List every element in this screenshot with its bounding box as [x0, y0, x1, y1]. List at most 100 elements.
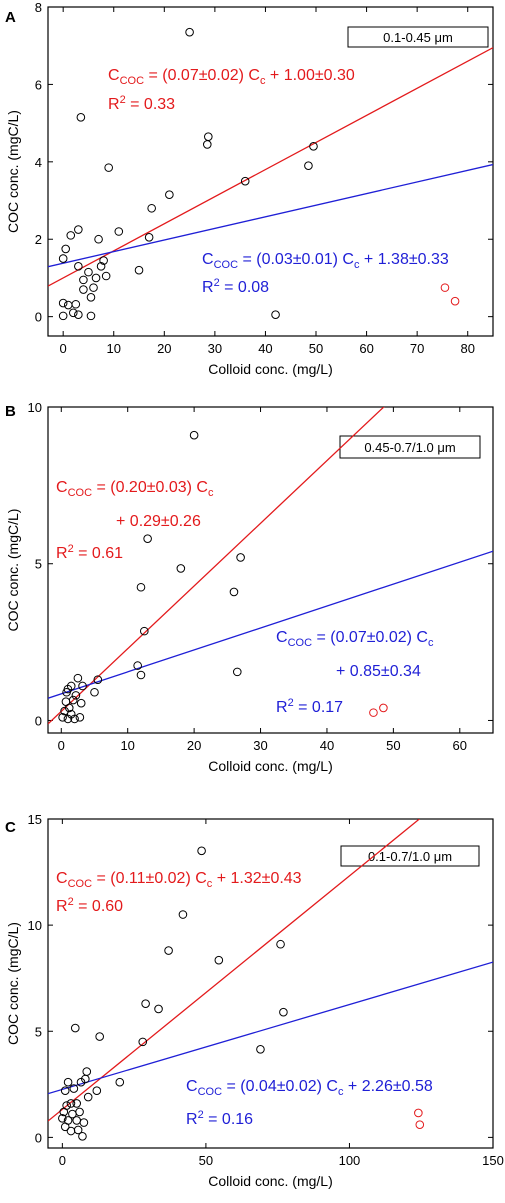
chart-panel-a: A 0 10 20 30 40 50 60 70 80 0 2 4 6 8 Colloid conc. (mg…: [5, 0, 494, 377]
data-point: [66, 1126, 76, 1136]
data-point: [58, 254, 68, 263]
y-tick-label: 2: [35, 232, 42, 247]
data-point: [74, 225, 83, 234]
r2-blue: R2 = 0.16: [186, 1109, 253, 1128]
data-point: [79, 285, 88, 294]
fit-line-blue: [48, 961, 493, 1095]
data-point: [66, 681, 76, 691]
data-point: [279, 1007, 288, 1017]
x-tick-label: 60: [453, 738, 467, 753]
data-point: [64, 703, 74, 713]
fit-line-blue: [48, 550, 493, 699]
y-tick-label: 10: [28, 918, 42, 933]
data-point: [95, 1032, 104, 1041]
y-axis-label: COC conc. (mgC/L): [5, 509, 21, 632]
equation-blue-line2: + 0.85±0.34: [336, 663, 421, 680]
eq-tail: + 2.26±0.58: [343, 1078, 432, 1095]
data-point: [61, 244, 70, 254]
data-point-outlier: [415, 1120, 425, 1129]
equation-red: CCOC = (0.07±0.02) Cc + 1.00±0.30: [108, 67, 355, 87]
x-tick-label: 40: [258, 341, 272, 356]
y-tick-label: 5: [35, 1024, 42, 1039]
equation-blue: CCOC = (0.03±0.01) Cc + 1.38±0.33: [202, 251, 449, 271]
data-point: [165, 190, 174, 200]
data-point: [78, 681, 87, 691]
x-tick-label: 60: [359, 341, 373, 356]
fit-line-red: [48, 819, 420, 1122]
data-point: [72, 1116, 82, 1125]
y-tick-label: 10: [28, 400, 42, 415]
plot-frame: [47, 6, 494, 337]
x-tick-label: 0: [58, 738, 65, 753]
eq-sub-coc: COC: [198, 1086, 223, 1098]
data-point: [68, 695, 78, 705]
data-point: [79, 275, 88, 285]
r2-r: R: [276, 699, 288, 716]
data-point: [66, 1099, 76, 1108]
x-tick-label: 50: [309, 341, 323, 356]
eq-c: C: [202, 251, 214, 268]
data-point: [99, 256, 108, 265]
x-tick-label: 0: [60, 341, 67, 356]
data-point: [96, 262, 106, 271]
data-point: [101, 271, 111, 281]
data-point: [214, 955, 224, 965]
data-point: [232, 667, 242, 677]
r2-red: R2 = 0.61: [56, 543, 123, 562]
data-point: [134, 265, 144, 275]
eq-sub-c: c: [207, 878, 213, 890]
y-tick-label: 0: [35, 310, 42, 325]
data-point: [94, 234, 103, 244]
data-point: [140, 626, 149, 636]
r2-sup: 2: [68, 543, 74, 555]
data-point: [75, 713, 85, 722]
eq-c: C: [56, 870, 68, 887]
equation-red: CCOC = (0.11±0.02) Cc + 1.32±0.43: [56, 870, 302, 890]
eq-body: = (0.07±0.02) C: [144, 67, 260, 84]
data-point: [63, 300, 73, 310]
plot-frame: [47, 406, 494, 734]
r2-value: = 0.33: [126, 96, 175, 113]
r2-value: = 0.17: [294, 699, 343, 716]
r2-blue: R2 = 0.08: [202, 277, 269, 296]
data-point: [185, 27, 194, 37]
eq-c: C: [186, 1078, 198, 1095]
fit-line-red: [48, 407, 385, 725]
x-tick-label: 0: [59, 1153, 66, 1168]
x-tick-label: 20: [187, 738, 201, 753]
legend-text: 0.1-0.7/1.0 μm: [368, 849, 452, 864]
plot-frame: [47, 818, 494, 1149]
data-point: [114, 227, 124, 236]
panel-label: B: [5, 403, 16, 420]
eq-sub-c: c: [428, 637, 434, 649]
x-axis-label: Colloid conc. (mg/L): [208, 361, 333, 377]
data-point: [62, 1101, 71, 1110]
data-point: [63, 1116, 73, 1125]
y-tick-label: 4: [35, 155, 42, 170]
x-tick-label: 50: [199, 1153, 213, 1168]
data-point: [71, 691, 81, 700]
r2-r: R: [56, 898, 68, 915]
data-point: [86, 292, 96, 302]
data-point: [58, 1113, 67, 1123]
eq-body: = (0.04±0.02) C: [222, 1078, 338, 1095]
data-point: [141, 999, 150, 1008]
data-point: [104, 163, 113, 172]
fit-line-red: [48, 47, 493, 287]
data-point: [229, 587, 239, 597]
data-point: [189, 430, 199, 440]
y-tick-label: 0: [35, 713, 42, 728]
r2-r: R: [202, 279, 214, 296]
y-axis-label: COC conc. (mgC/L): [5, 922, 21, 1045]
eq-body: = (0.20±0.03) C: [92, 479, 208, 496]
r2-sup: 2: [198, 1109, 204, 1121]
data-point: [69, 1084, 79, 1093]
eq-sub-c: c: [354, 259, 360, 271]
y-tick-label: 6: [35, 77, 42, 92]
data-point: [90, 687, 99, 697]
data-point: [92, 1086, 102, 1095]
x-tick-label: 20: [157, 341, 171, 356]
data-point: [66, 231, 76, 240]
eq-tail: + 1.00±0.30: [265, 67, 354, 84]
